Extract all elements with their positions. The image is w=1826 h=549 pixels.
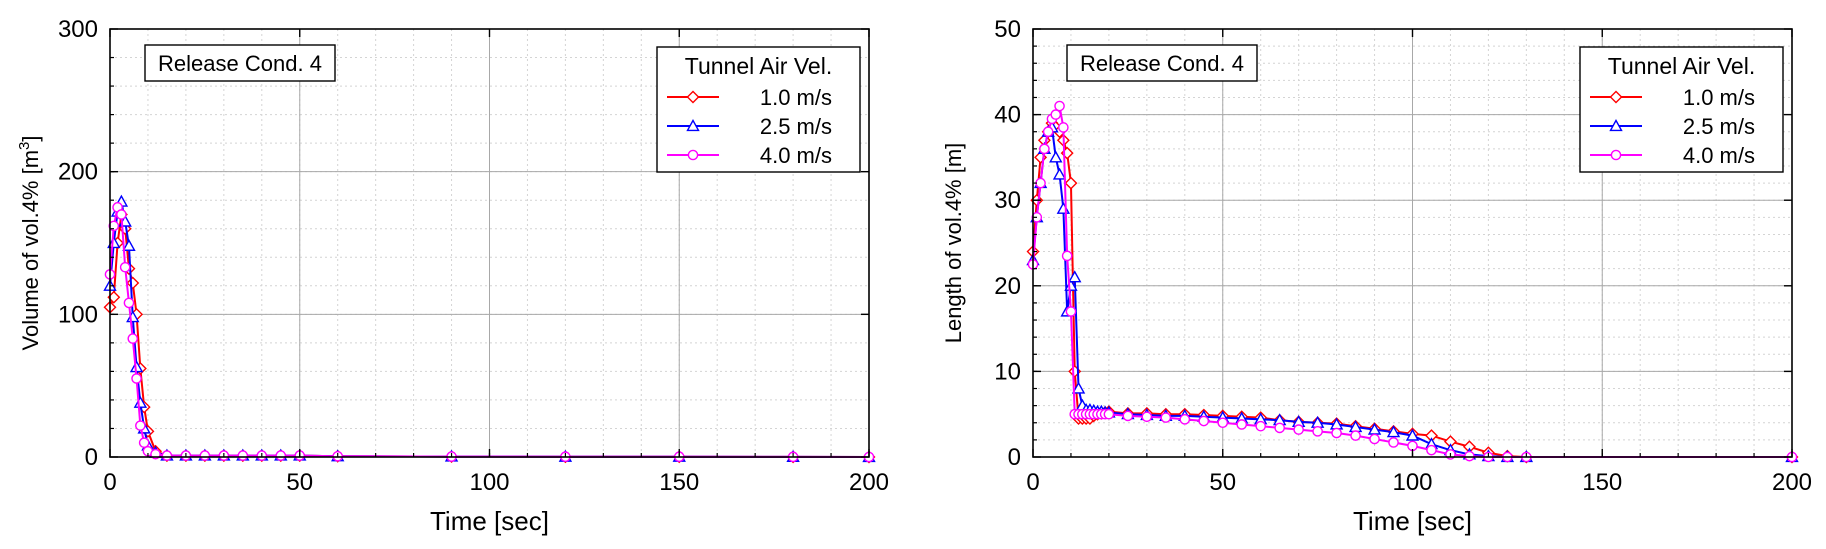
y-tick-label: 200: [58, 159, 98, 186]
x-tick-label: 100: [1392, 469, 1432, 496]
x-tick-label: 50: [286, 469, 313, 496]
data-point: [1042, 126, 1054, 138]
data-point: [119, 261, 131, 273]
data-point: [126, 276, 140, 290]
data-point: [1068, 270, 1082, 283]
data-point: [237, 450, 249, 461]
legend-label: 1.0 m/s: [1683, 85, 1755, 110]
legend-marker: [687, 149, 699, 161]
legend-label: 2.5 m/s: [760, 114, 832, 139]
data-point: [1039, 143, 1050, 155]
annotation-box: [144, 44, 336, 82]
x-tick-label: 100: [469, 469, 509, 496]
data-point: [1035, 177, 1046, 189]
data-point: [1274, 422, 1285, 434]
data-point: [1065, 306, 1077, 317]
data-point: [1198, 415, 1210, 427]
y-tick-label: 0: [85, 444, 98, 471]
data-point: [1464, 450, 1475, 462]
x-tick-label: 200: [849, 469, 889, 496]
y-tick-label: 30: [994, 187, 1021, 214]
data-point: [131, 373, 142, 384]
data-point: [1426, 444, 1437, 456]
data-point: [1293, 424, 1304, 435]
x-tick-label: 150: [1582, 469, 1622, 496]
y-tick-label: 100: [58, 301, 98, 328]
annotation-box: [1066, 44, 1258, 82]
data-point: [1061, 250, 1073, 262]
x-axis-label: Time [sec]: [1353, 506, 1472, 536]
data-point: [1054, 100, 1065, 112]
legend-label: 4.0 m/s: [1683, 143, 1755, 168]
x-tick-label: 150: [659, 469, 699, 496]
y-tick-label: 0: [1008, 444, 1021, 471]
legend: Tunnel Air Vel. 1.0 m/s 2.5 m/s 4.0 m/s: [656, 46, 861, 173]
legend-label: 4.0 m/s: [760, 143, 832, 168]
legend: Tunnel Air Vel. 1.0 m/s 2.5 m/s 4.0 m/s: [1579, 46, 1784, 173]
legend-label: 2.5 m/s: [1683, 114, 1755, 139]
y-tick-label: 40: [994, 102, 1021, 129]
data-point: [1052, 167, 1067, 180]
y-axis-label: Volume of vol.4% [m3]: [16, 135, 43, 350]
data-point: [1049, 150, 1063, 163]
data-point: [1064, 176, 1078, 190]
data-point: [1369, 433, 1380, 445]
x-tick-label: 50: [1209, 469, 1236, 496]
data-point: [1217, 417, 1229, 429]
data-point: [138, 437, 150, 449]
y-tick-label: 300: [58, 16, 98, 43]
data-point: [1103, 408, 1115, 420]
data-point: [1405, 428, 1420, 441]
data-point: [1056, 201, 1071, 214]
chart-2: 0 50 100 150 200 0 10 20 30 40 50 Time [sec] Length …: [941, 16, 1812, 536]
annotation-text: Release Cond. 4: [158, 51, 322, 76]
y-tick-label: 20: [994, 273, 1021, 300]
data-point: [107, 236, 121, 249]
data-point: [1236, 419, 1248, 430]
legend-marker: [1609, 90, 1623, 104]
data-point: [275, 450, 287, 461]
data-point: [116, 209, 127, 220]
legend-title: Tunnel Air Vel.: [1608, 53, 1755, 79]
x-tick-label: 0: [103, 469, 116, 496]
data-point: [1255, 420, 1266, 432]
data-point: [161, 450, 173, 461]
legend-marker: [686, 119, 700, 132]
legend-label: 1.0 m/s: [760, 85, 832, 110]
y-tick-label: 10: [994, 358, 1021, 385]
x-axis-label: Time [sec]: [430, 506, 549, 536]
data-point: [1160, 412, 1172, 423]
data-point: [1386, 425, 1401, 438]
legend-marker: [1610, 149, 1622, 161]
legend-marker: [1609, 119, 1623, 132]
data-point: [1179, 414, 1191, 425]
data-point: [199, 450, 211, 461]
data-point: [123, 297, 135, 309]
x-tick-label: 200: [1772, 469, 1812, 496]
data-point: [1350, 430, 1361, 441]
data-point: [1071, 381, 1086, 394]
data-point: [1388, 437, 1399, 448]
y-axis-label: Length of vol.4% [m]: [941, 143, 966, 344]
data-point: [1331, 427, 1342, 439]
annotation-text: Release Cond. 4: [1080, 51, 1244, 76]
y-tick-label: 50: [994, 16, 1021, 43]
data-point: [127, 333, 139, 344]
legend-marker: [686, 90, 700, 104]
data-point: [1050, 109, 1062, 120]
data-point: [1312, 426, 1323, 437]
chart-1: 0 50 100 150 200 0 100 200 300 Time [sec] Volume o…: [16, 16, 889, 536]
legend-title: Tunnel Air Vel.: [685, 53, 832, 79]
data-point: [1141, 411, 1153, 423]
x-tick-label: 0: [1026, 469, 1039, 496]
data-point: [122, 238, 136, 251]
data-point: [1122, 410, 1134, 422]
data-point: [135, 420, 146, 431]
data-point: [1058, 122, 1069, 133]
